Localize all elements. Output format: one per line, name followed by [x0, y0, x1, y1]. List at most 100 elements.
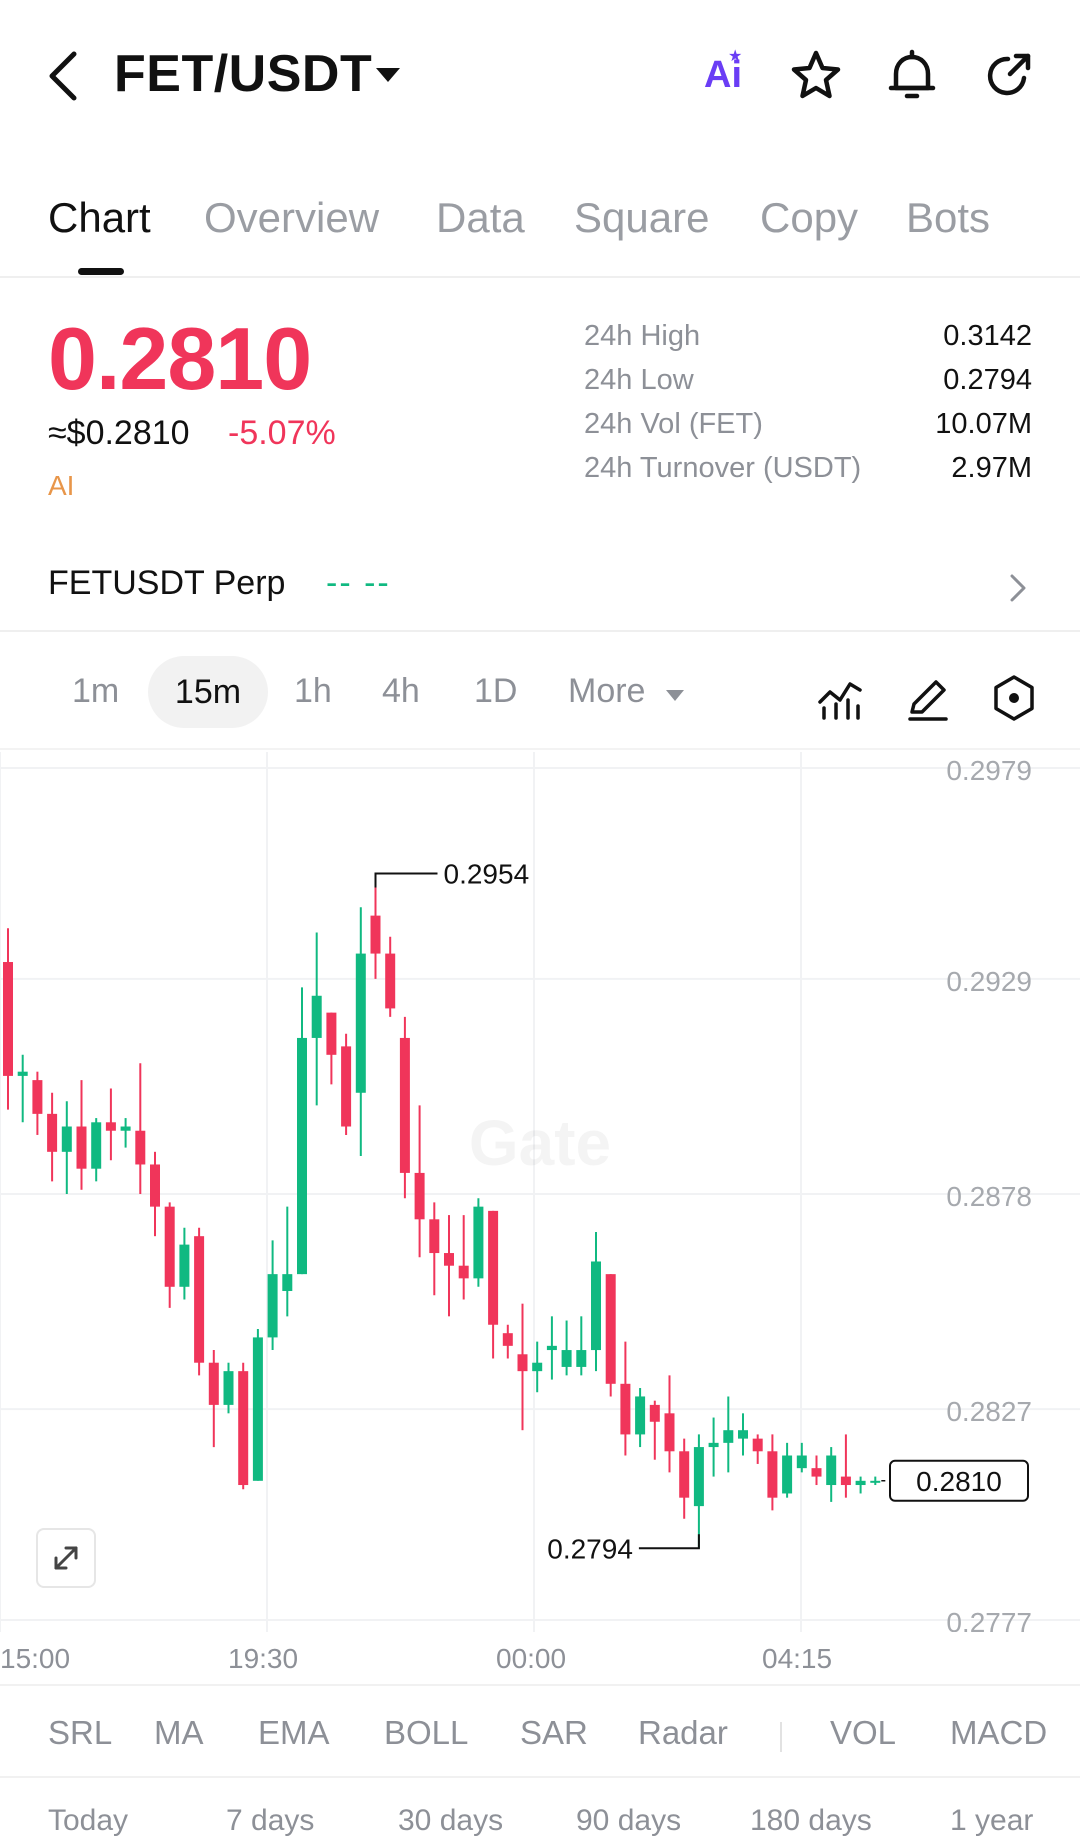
candle-body [150, 1164, 160, 1207]
stat-label: 24h Vol (FET) [584, 408, 763, 440]
candle-up [282, 1206, 293, 1317]
interval-1m[interactable]: 1m [72, 672, 120, 710]
y-axis-labels: 0.2979 0.2929 0.2878 0.2827 0.2777 [946, 755, 1032, 1632]
candle-body [635, 1396, 646, 1435]
candle-down [502, 1324, 513, 1359]
candle-body [282, 1274, 293, 1292]
interval-1h[interactable]: 1h [294, 672, 332, 710]
candle-body [752, 1438, 763, 1452]
candle-down [605, 1274, 616, 1397]
period-1-year[interactable]: 1 year [950, 1804, 1034, 1837]
indicator-ema[interactable]: EMA [258, 1714, 330, 1751]
indicator-vol[interactable]: VOL [830, 1714, 897, 1751]
candle-down [517, 1303, 528, 1431]
candle-body [223, 1371, 234, 1405]
candle-body [532, 1362, 543, 1372]
candle-up [870, 1476, 881, 1486]
stat-row-high: 24h High 0.3142 [584, 320, 1032, 364]
interval-bar: 1m 15m 1h 4h 1D More [0, 650, 1080, 750]
indicator-srl[interactable]: SRL [48, 1714, 113, 1751]
tab-bar: Chart Overview Data Square Copy Bots [0, 188, 1080, 278]
candle-body [267, 1274, 278, 1338]
candle-down [399, 1016, 410, 1199]
period-30-days[interactable]: 30 days [398, 1804, 504, 1837]
period-180-days[interactable]: 180 days [750, 1804, 872, 1837]
candle-body [605, 1274, 616, 1384]
candle-down [444, 1215, 454, 1317]
candle-body [782, 1455, 793, 1494]
candle-body [502, 1333, 513, 1346]
tab-overview[interactable]: Overview [204, 194, 380, 241]
candle-down [385, 936, 396, 1017]
x-tick-label: 19:30 [228, 1643, 299, 1674]
candle-body [870, 1480, 881, 1483]
indicator-boll[interactable]: BOLL [384, 1714, 469, 1751]
candle-up [693, 1434, 704, 1549]
candle-up [179, 1227, 190, 1300]
candle-body [738, 1430, 748, 1439]
indicator-radar[interactable]: Radar [638, 1714, 728, 1751]
pair-dropdown-caret-icon[interactable] [376, 68, 400, 82]
candle-down [164, 1202, 175, 1308]
candle-body [811, 1468, 822, 1477]
stat-value: 0.2794 [943, 364, 1032, 396]
candle-body [546, 1345, 557, 1351]
period-today[interactable]: Today [48, 1804, 129, 1837]
candle-body [693, 1447, 704, 1507]
bell-icon[interactable] [884, 48, 940, 104]
y-tick-label: 0.2929 [946, 966, 1032, 997]
indicator-macd[interactable]: MACD [950, 1714, 1048, 1751]
indicator-ma[interactable]: MA [154, 1714, 204, 1751]
candle-down [620, 1341, 631, 1456]
candle-up [223, 1362, 234, 1414]
pair-title[interactable]: FET/USDT [114, 45, 373, 103]
perp-link-row[interactable]: FETUSDT Perp -- -- [0, 552, 1080, 632]
candle-body [796, 1455, 807, 1469]
perp-name: FETUSDT Perp [48, 564, 286, 602]
interval-more[interactable]: More [568, 672, 646, 710]
candle-up [738, 1413, 748, 1456]
tab-data[interactable]: Data [436, 194, 525, 241]
back-arrow-icon[interactable] [44, 48, 84, 104]
period-7-days[interactable]: 7 days [226, 1804, 315, 1837]
ai-tag[interactable]: AI [48, 470, 75, 501]
candle-up [576, 1316, 587, 1376]
y-tick-label: 0.2878 [946, 1181, 1032, 1212]
candle-up [855, 1476, 866, 1494]
share-icon[interactable] [980, 48, 1036, 104]
indicator-sar[interactable]: SAR [520, 1714, 588, 1751]
tab-copy[interactable]: Copy [760, 194, 859, 241]
candlestick-chart[interactable]: Gate 0.2954 0.2794 0.2810 0.2979 0.2929 0.28… [0, 752, 1080, 1632]
candle-up [267, 1240, 278, 1351]
indicator-bar: SRL MA EMA BOLL SAR Radar VOL MACD [0, 1684, 1080, 1778]
candle-body [76, 1126, 87, 1169]
candle-down [135, 1063, 146, 1194]
candle-body [341, 1046, 352, 1127]
candle-body [91, 1122, 102, 1169]
period-90-days[interactable]: 90 days [576, 1804, 682, 1837]
interval-15m[interactable]: 15m [148, 656, 268, 728]
candle-down [208, 1350, 219, 1448]
stat-label: 24h Low [584, 364, 694, 396]
candle-body [429, 1219, 440, 1254]
favorite-star-icon[interactable] [788, 48, 844, 104]
tab-chart[interactable]: Chart [48, 194, 151, 241]
indicator-chart-icon[interactable] [814, 672, 866, 724]
chart-settings-icon[interactable] [988, 672, 1040, 724]
stat-value: 2.97M [951, 452, 1032, 484]
draw-pencil-icon[interactable] [902, 672, 954, 724]
candle-body [355, 953, 366, 1093]
tab-square[interactable]: Square [574, 194, 710, 241]
interval-4h[interactable]: 4h [382, 672, 420, 710]
ai-assistant-icon[interactable]: Ai [704, 54, 742, 96]
fullscreen-button[interactable] [36, 1528, 96, 1588]
candle-body [61, 1126, 72, 1152]
candle-body [620, 1383, 631, 1435]
candle-down [76, 1080, 87, 1190]
candle-down [811, 1455, 822, 1486]
interval-1d[interactable]: 1D [474, 672, 518, 710]
candle-body [120, 1126, 131, 1131]
tab-bots[interactable]: Bots [906, 194, 991, 241]
y-tick-label: 0.2777 [946, 1607, 1032, 1632]
chart-grid [0, 752, 1080, 1632]
